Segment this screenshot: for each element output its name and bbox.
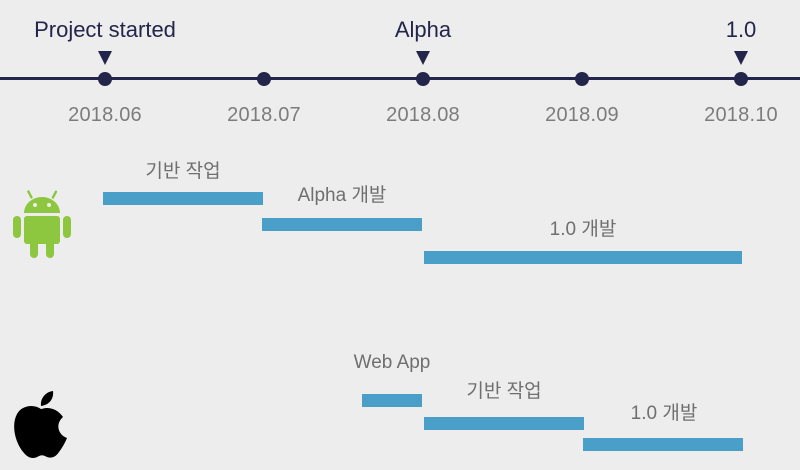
timeline-dot bbox=[575, 71, 589, 86]
task-label-android-alpha: Alpha 개발 bbox=[297, 185, 387, 206]
task-bar-android-foundation bbox=[103, 192, 263, 205]
milestone-marker bbox=[98, 51, 112, 65]
milestone-label-1-0: 1.0 bbox=[725, 17, 757, 42]
tick-label-2018-07: 2018.07 bbox=[227, 104, 301, 126]
android-icon bbox=[11, 188, 73, 260]
tick-label-2018-08: 2018.08 bbox=[386, 104, 460, 126]
task-bar-android-alpha bbox=[262, 218, 422, 231]
timeline-axis bbox=[0, 77, 800, 80]
task-label-apple-1-0: 1.0 개발 bbox=[630, 403, 698, 424]
task-label-android-1-0: 1.0 개발 bbox=[549, 219, 617, 240]
milestone-marker bbox=[734, 51, 748, 65]
task-label-android-foundation: 기반 작업 bbox=[145, 161, 221, 182]
tick-label-2018-06: 2018.06 bbox=[68, 104, 142, 126]
timeline-dot bbox=[257, 71, 271, 86]
milestone-label-project-started: Project started bbox=[34, 17, 176, 42]
apple-icon bbox=[12, 390, 70, 460]
tick-label-2018-09: 2018.09 bbox=[545, 104, 619, 126]
milestone-marker bbox=[416, 51, 430, 65]
tick-label-2018-10: 2018.10 bbox=[704, 104, 778, 126]
task-bar-apple-foundation bbox=[424, 417, 584, 430]
timeline-dot bbox=[98, 71, 112, 86]
task-label-apple-web-app: Web App bbox=[353, 352, 431, 373]
task-bar-android-1-0 bbox=[424, 251, 742, 264]
milestone-label-alpha: Alpha bbox=[394, 17, 452, 42]
task-bar-apple-web-app bbox=[362, 394, 422, 407]
task-label-apple-foundation: 기반 작업 bbox=[466, 381, 542, 402]
timeline-dot bbox=[734, 71, 748, 86]
timeline-dot bbox=[416, 71, 430, 86]
task-bar-apple-1-0 bbox=[583, 438, 743, 451]
